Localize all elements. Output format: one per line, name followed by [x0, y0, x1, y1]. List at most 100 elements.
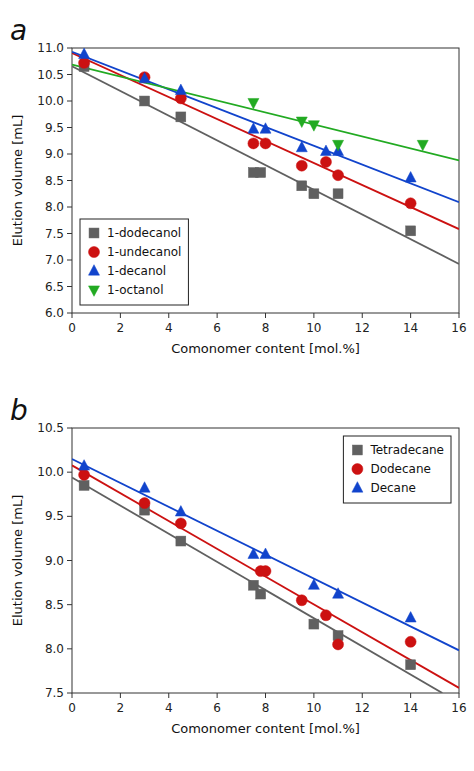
- y-tick: [67, 313, 72, 314]
- point: [260, 138, 271, 149]
- x-tick: [120, 313, 121, 318]
- point: [405, 172, 416, 182]
- y-axis-label: Elution volume [mL]: [10, 495, 25, 626]
- y-tick-label: 6.0: [45, 306, 64, 320]
- point: [248, 548, 259, 558]
- x-tick-label: 2: [117, 321, 125, 335]
- y-tick-label: 8.0: [45, 642, 64, 656]
- x-tick: [459, 313, 460, 318]
- point: [296, 160, 307, 171]
- x-tick: [459, 693, 460, 698]
- y-tick: [67, 48, 72, 49]
- y-tick: [67, 472, 72, 473]
- y-tick: [67, 233, 72, 234]
- point: [256, 168, 266, 178]
- y-tick-label: 8.5: [45, 598, 64, 612]
- point: [296, 141, 307, 151]
- y-tick: [67, 693, 72, 694]
- plot-frame: [72, 48, 459, 313]
- x-tick-label: 6: [213, 321, 221, 335]
- point: [248, 123, 259, 133]
- legend-label: 1-decanol: [107, 264, 166, 278]
- point: [176, 112, 186, 122]
- x-tick: [72, 313, 73, 318]
- point: [333, 639, 344, 650]
- point: [139, 72, 150, 82]
- point: [79, 57, 90, 68]
- y-tick-label: 9.5: [45, 121, 64, 135]
- x-tick: [120, 693, 121, 698]
- legend-marker: [89, 228, 99, 238]
- trend-line: [72, 66, 459, 264]
- panel-title: b: [10, 394, 28, 427]
- legend-label: 1-octanol: [107, 283, 163, 297]
- x-tick: [217, 313, 218, 318]
- point: [296, 595, 307, 606]
- legend-box: [80, 219, 188, 305]
- y-tick: [67, 260, 72, 261]
- point: [405, 636, 416, 647]
- point: [297, 181, 307, 191]
- x-tick: [168, 693, 169, 698]
- x-tick-label: 4: [165, 701, 173, 715]
- point: [176, 536, 186, 546]
- point: [260, 566, 271, 577]
- point: [175, 518, 186, 529]
- point: [256, 589, 266, 599]
- panel: 02468101214167.58.08.59.09.510.010.5Como…: [10, 394, 467, 736]
- point: [333, 170, 344, 181]
- y-tick-label: 9.0: [45, 147, 64, 161]
- x-tick-label: 0: [68, 321, 76, 335]
- point: [140, 96, 150, 106]
- point: [175, 506, 186, 516]
- x-tick-label: 10: [306, 321, 321, 335]
- point: [406, 226, 416, 236]
- y-tick-label: 11.0: [37, 41, 64, 55]
- y-tick-label: 7.5: [45, 227, 64, 241]
- trend-line: [72, 65, 459, 161]
- point: [79, 460, 90, 470]
- point: [139, 498, 150, 509]
- x-tick-label: 0: [68, 701, 76, 715]
- y-tick-label: 9.5: [45, 509, 64, 523]
- legend: 1-dodecanol1-undecanol1-decanol1-octanol: [80, 219, 188, 305]
- plot-data: [72, 48, 459, 264]
- legend-box: [343, 436, 451, 503]
- legend-marker: [352, 464, 363, 475]
- y-tick: [67, 428, 72, 429]
- x-tick-label: 14: [403, 321, 418, 335]
- legend: TetradecaneDodecaneDecane: [343, 436, 451, 503]
- y-tick: [67, 516, 72, 517]
- point: [296, 117, 307, 127]
- y-tick-label: 8.5: [45, 174, 64, 188]
- point: [320, 145, 331, 155]
- x-tick-label: 12: [355, 321, 370, 335]
- x-tick: [265, 313, 266, 318]
- point: [320, 156, 331, 167]
- point: [308, 121, 319, 131]
- point: [260, 548, 271, 558]
- y-axis-label: Elution volume [mL]: [10, 115, 25, 246]
- legend-marker: [352, 482, 363, 492]
- point: [248, 138, 259, 149]
- trend-line: [72, 477, 442, 693]
- y-tick: [67, 648, 72, 649]
- point: [248, 98, 259, 108]
- x-tick-label: 12: [355, 701, 370, 715]
- legend-marker: [352, 445, 362, 455]
- point: [333, 588, 344, 598]
- x-tick: [410, 693, 411, 698]
- x-tick: [313, 313, 314, 318]
- y-tick: [67, 101, 72, 102]
- x-tick-label: 8: [262, 321, 270, 335]
- y-tick: [67, 207, 72, 208]
- legend-label: Dodecane: [370, 462, 431, 476]
- legend-label: Tetradecane: [369, 443, 444, 457]
- trend-line: [72, 52, 459, 202]
- x-tick: [72, 693, 73, 698]
- panel-title: a: [10, 14, 27, 47]
- y-tick: [67, 560, 72, 561]
- x-tick: [265, 693, 266, 698]
- x-tick: [410, 313, 411, 318]
- y-tick-label: 10.0: [37, 465, 64, 479]
